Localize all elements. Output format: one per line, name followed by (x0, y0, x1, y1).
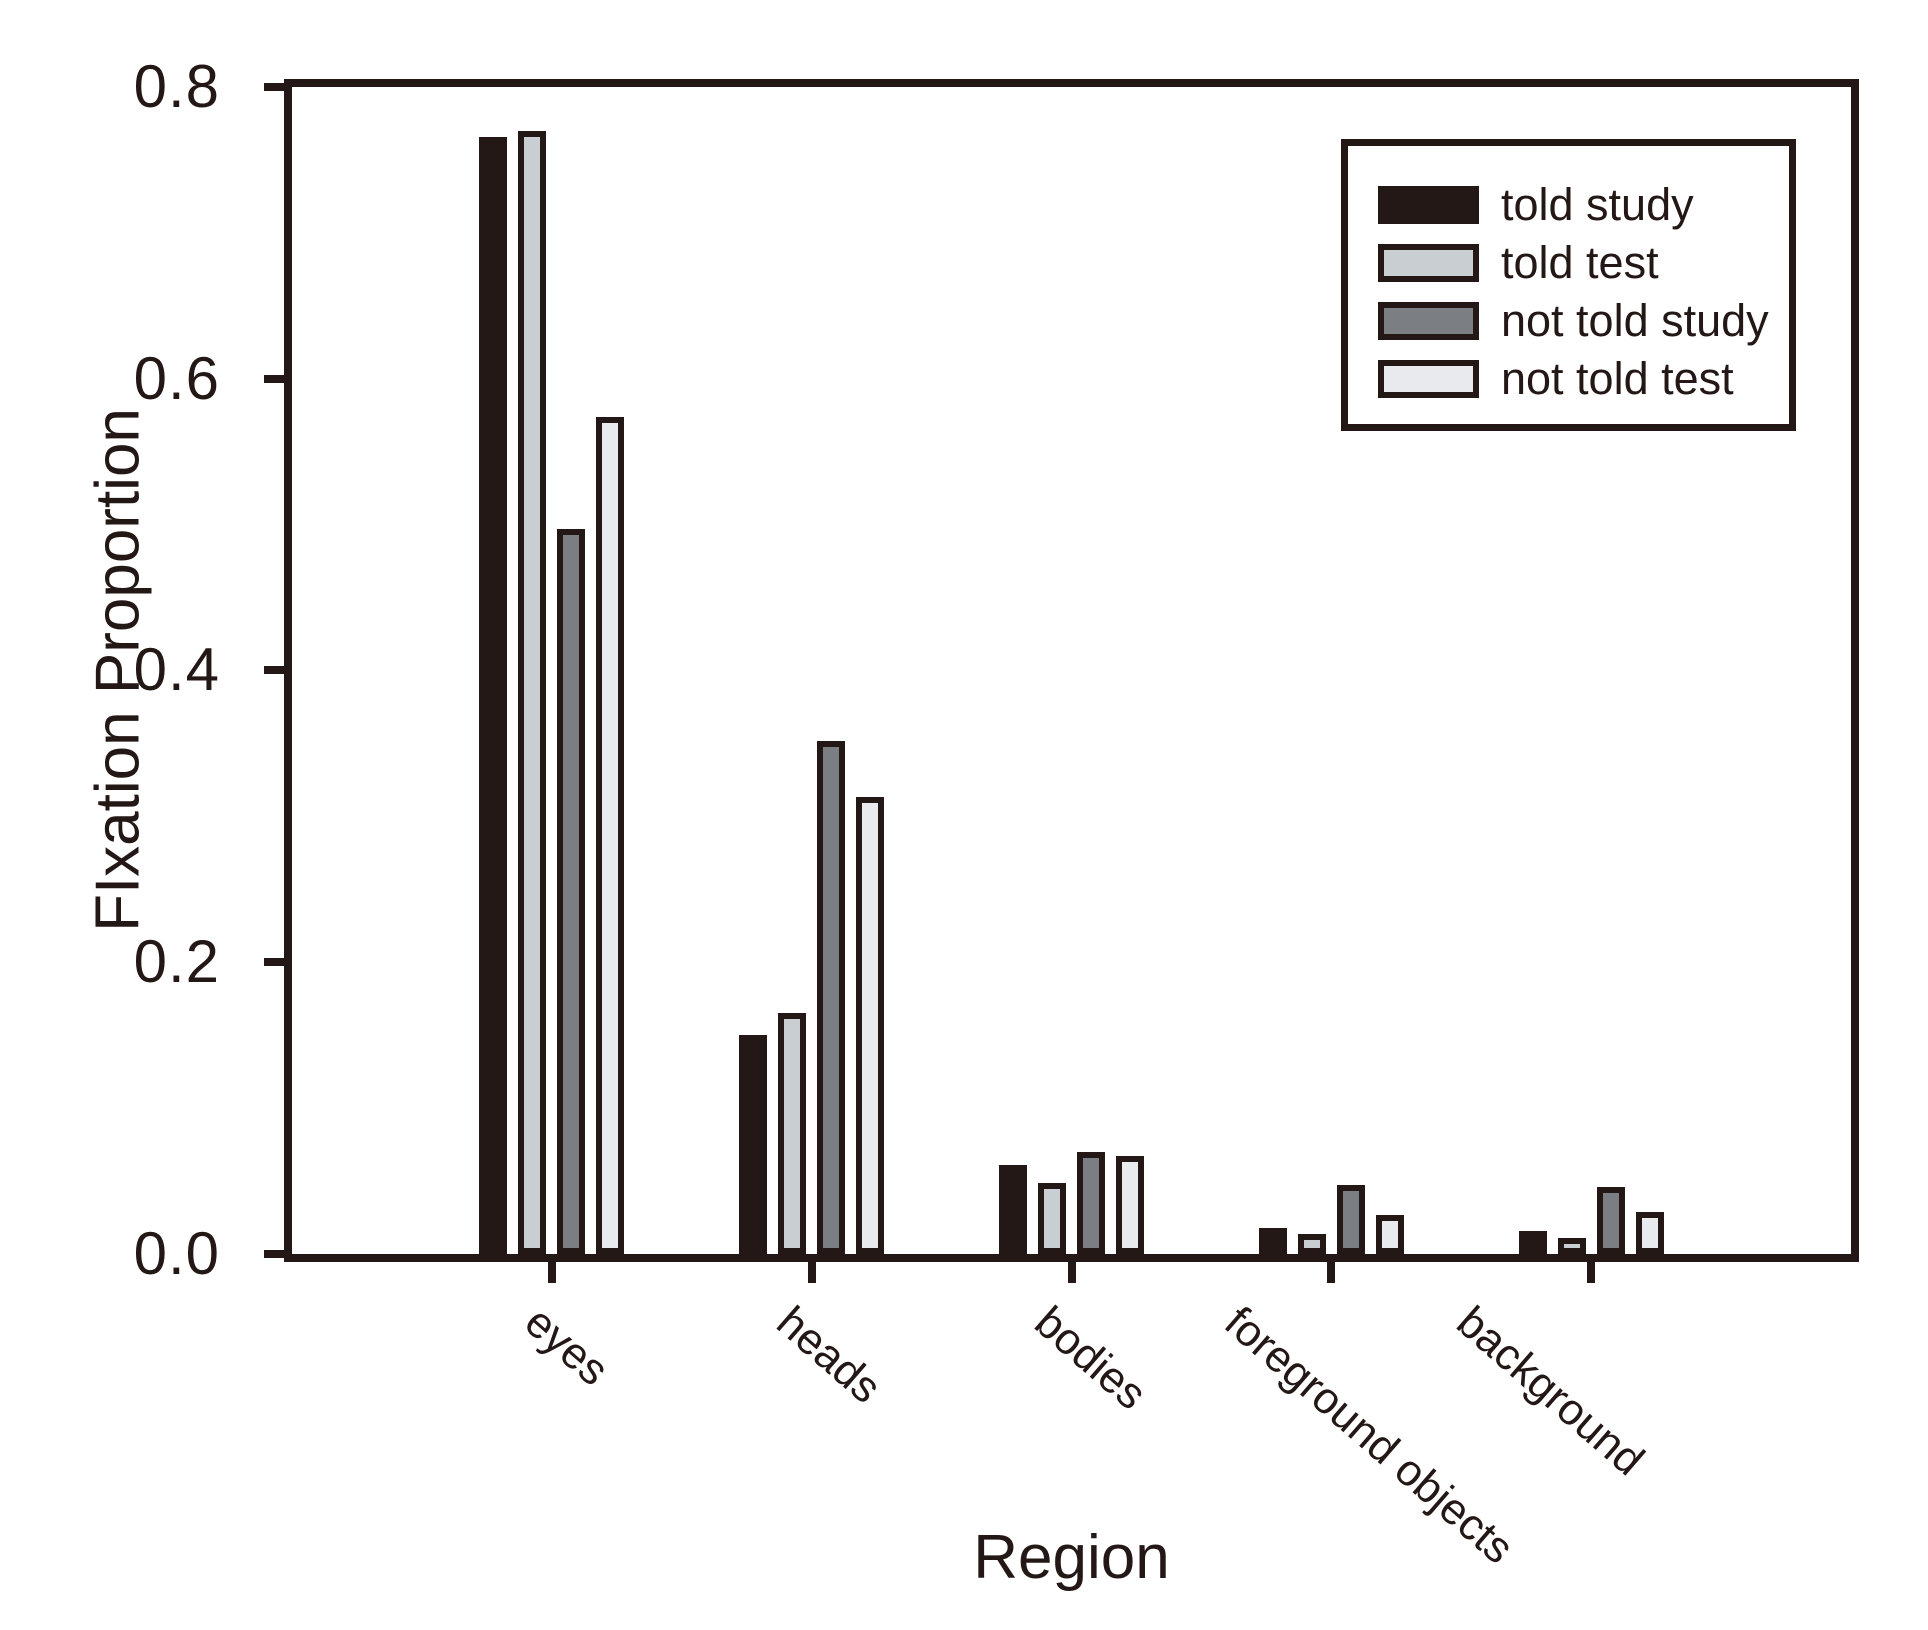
x-tick-foreground-objects (1327, 1262, 1335, 1283)
y-tick-label-0.8: 0.8 (133, 53, 220, 120)
y-tick-0.4 (264, 666, 284, 674)
x-category-label-bodies: bodies (1025, 1297, 1156, 1420)
bar-told-study-heads (739, 1035, 767, 1254)
x-category-label-background: background (1447, 1297, 1654, 1486)
legend-item-not-told-study: not told study (1378, 292, 1789, 350)
bar-told-test-background (1558, 1238, 1586, 1254)
legend-label-not-told-study: not told study (1501, 295, 1769, 346)
bar-not-told-study-eyes (557, 529, 585, 1254)
bar-not-told-study-foreground-objects (1337, 1185, 1365, 1254)
bar-not-told-study-bodies (1077, 1152, 1105, 1254)
bar-told-test-bodies (1038, 1183, 1066, 1254)
y-tick-0.2 (264, 958, 284, 966)
y-tick-label-0.2: 0.2 (133, 928, 220, 995)
bar-told-study-background (1519, 1231, 1547, 1254)
bar-told-study-eyes (479, 137, 507, 1254)
bar-told-study-bodies (999, 1165, 1027, 1254)
legend-label-not-told-test: not told test (1501, 353, 1734, 404)
legend-swatch-not-told-study (1378, 302, 1479, 340)
legend-swatch-not-told-test (1378, 360, 1479, 398)
legend-swatch-told-study (1378, 186, 1479, 224)
bar-told-test-eyes (518, 131, 546, 1254)
bar-not-told-test-background (1636, 1212, 1664, 1254)
y-tick-label-0.6: 0.6 (133, 345, 220, 412)
bar-not-told-study-background (1597, 1187, 1625, 1254)
x-tick-bodies (1068, 1262, 1076, 1283)
x-axis-title: Region (973, 1523, 1170, 1592)
y-tick-0.6 (264, 375, 284, 383)
x-tick-heads (808, 1262, 816, 1283)
legend-item-told-study: told study (1378, 176, 1789, 234)
x-tick-background (1587, 1262, 1595, 1283)
legend-swatch-told-test (1378, 244, 1479, 282)
legend: told study told test not told study not … (1341, 139, 1796, 431)
bar-not-told-test-eyes (596, 417, 624, 1254)
bar-told-study-foreground-objects (1259, 1228, 1287, 1254)
bar-not-told-test-heads (856, 797, 884, 1254)
y-tick-label-0.0: 0.0 (133, 1220, 220, 1287)
y-tick-0.0 (264, 1250, 284, 1258)
legend-label-told-study: told study (1501, 179, 1694, 230)
legend-item-not-told-test: not told test (1378, 350, 1789, 408)
y-tick-0.8 (264, 83, 284, 91)
x-category-label-heads: heads (767, 1297, 891, 1413)
bar-told-test-foreground-objects (1298, 1234, 1326, 1254)
plot-area: told study told test not told study not … (134, 56, 1859, 1573)
bar-not-told-test-bodies (1116, 1156, 1144, 1254)
y-tick-label-0.4: 0.4 (133, 636, 220, 703)
legend-label-told-test: told test (1501, 237, 1659, 288)
x-tick-eyes (548, 1262, 556, 1283)
bar-told-test-heads (778, 1013, 806, 1254)
bar-not-told-test-foreground-objects (1376, 1215, 1404, 1254)
x-category-label-eyes: eyes (515, 1297, 618, 1396)
legend-item-told-test: told test (1378, 234, 1789, 292)
bar-not-told-study-heads (817, 741, 845, 1254)
